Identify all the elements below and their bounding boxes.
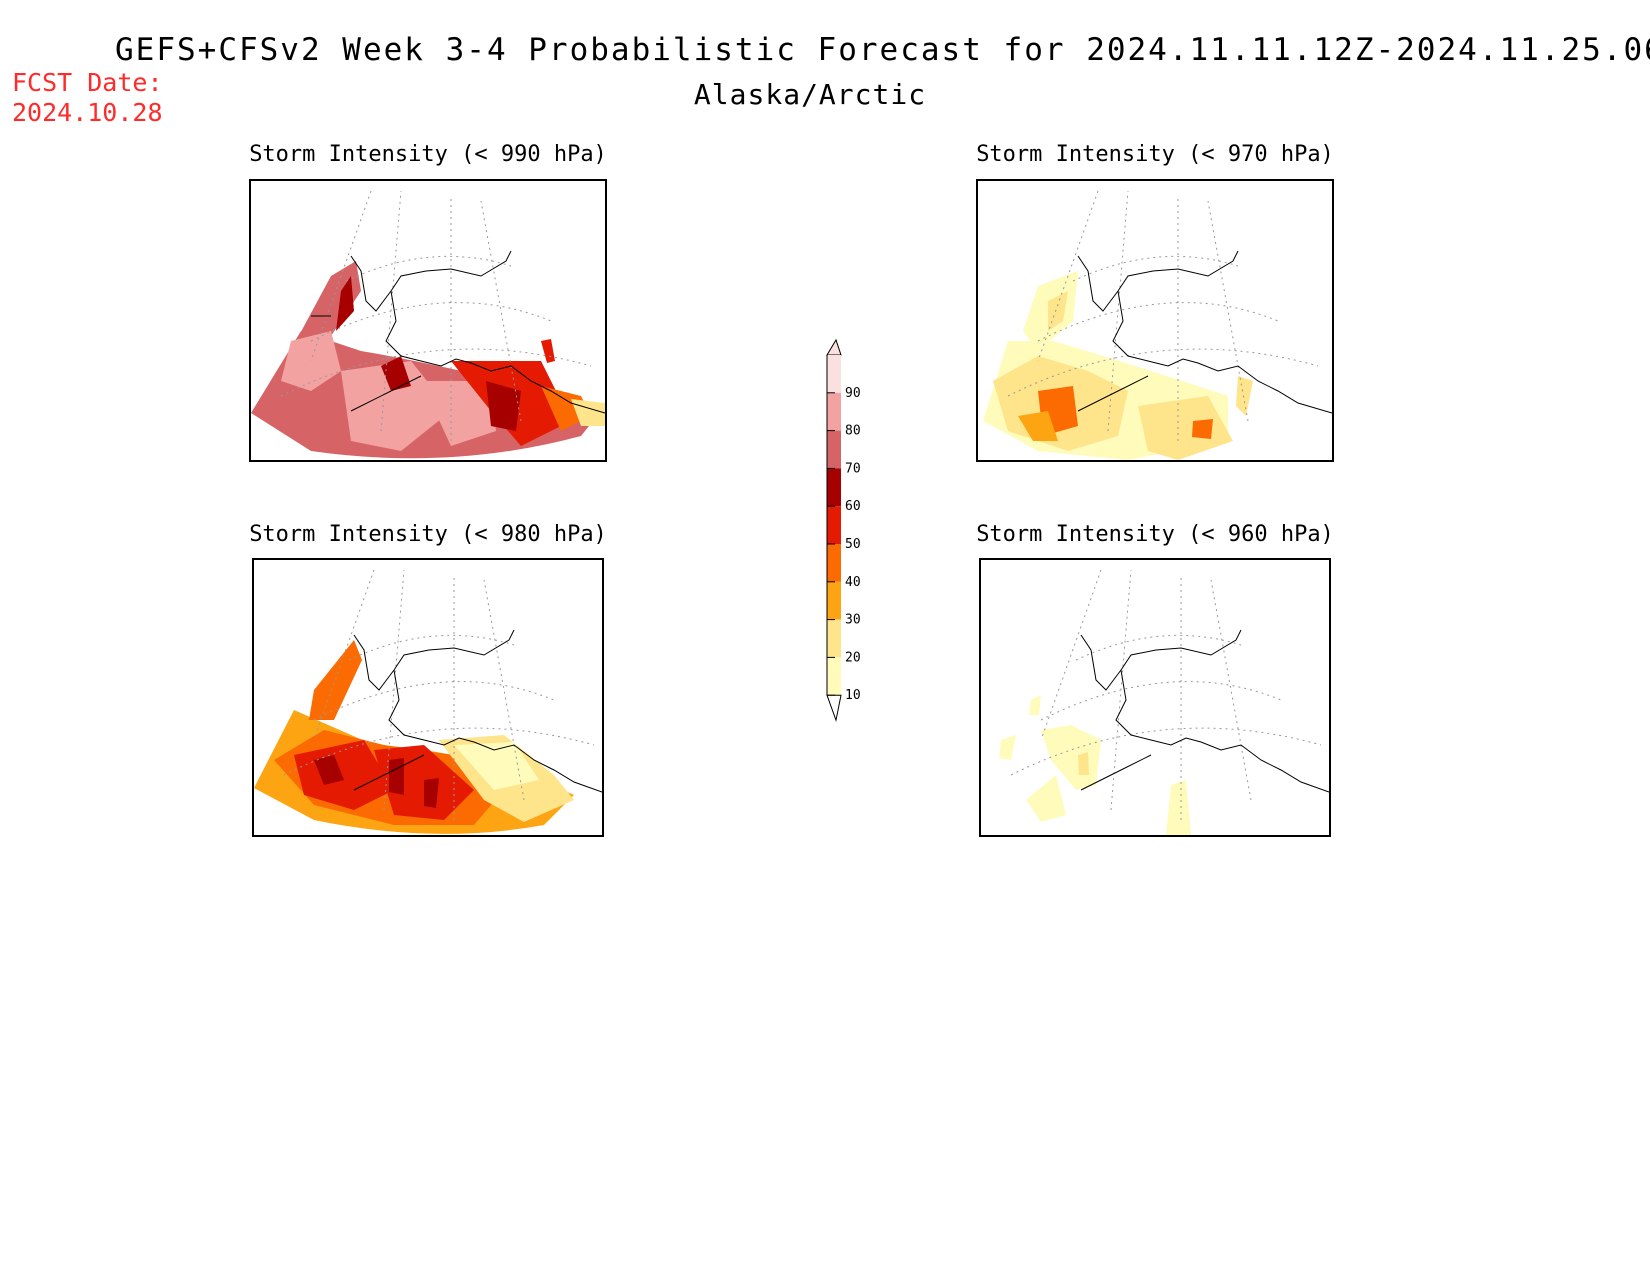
colorbar-segment [827,657,841,696]
region-subtitle: Alaska/Arctic [693,78,927,111]
forecast-date-caption: FCST Date: [12,68,163,97]
forecast-date-value: 2024.10.28 [12,98,163,127]
map-panel-960 [979,558,1331,837]
colorbar-tick-label: 70 [845,461,861,476]
colorbar-tick-label: 60 [845,499,861,514]
colorbar-segment [827,355,841,393]
colorbar-top-arrow [826,338,842,356]
colorbar-segment [827,544,841,582]
map-panel-970 [976,179,1334,462]
colorbar-segment [827,581,841,620]
colorbar-tick-label: 50 [845,537,861,552]
panel-title-970: Storm Intensity (< 970 hPa) [976,142,1334,167]
colorbar-legend: 10 20 30 40 50 60 70 80 90 [815,330,885,730]
colorbar-segment [827,392,841,431]
graticule-960 [1010,569,1322,820]
coastline-980 [353,629,602,793]
colorbar-tick-label: 30 [845,613,861,628]
map-panel-990 [249,179,607,462]
probability-field-990 [251,261,605,459]
probability-field-960 [999,695,1191,835]
coastline-990 [311,250,605,414]
colorbar-segment [827,619,841,658]
coastline-970 [1077,250,1332,414]
graticule-990 [280,190,592,441]
colorbar-segment [827,506,841,544]
graticule-970 [1007,190,1319,441]
colorbar-segment [827,430,841,469]
page-title: GEFS+CFSv2 Week 3-4 Probabilistic Foreca… [115,32,1650,68]
colorbar-tick-label: 40 [845,575,861,590]
colorbar-tick-label: 10 [845,688,861,703]
forecast-date-label: FCST Date: 2024.10.28 [12,68,163,128]
probability-field-970 [983,271,1253,460]
colorbar-graphic: 10 20 30 40 50 60 70 80 90 [826,338,861,723]
graticule-980 [283,569,595,820]
coastline-960 [1080,629,1329,793]
panel-title-990: Storm Intensity (< 990 hPa) [249,142,607,167]
colorbar-tick-label: 90 [845,386,861,401]
colorbar-bottom-arrow [826,694,842,723]
probability-field-980 [254,640,574,834]
panel-title-980: Storm Intensity (< 980 hPa) [249,522,607,547]
colorbar-tick-label: 20 [845,650,861,665]
colorbar-tick-label: 80 [845,424,861,439]
panel-title-960: Storm Intensity (< 960 hPa) [976,522,1334,547]
colorbar-segment [827,468,841,507]
map-panel-980 [252,558,604,837]
